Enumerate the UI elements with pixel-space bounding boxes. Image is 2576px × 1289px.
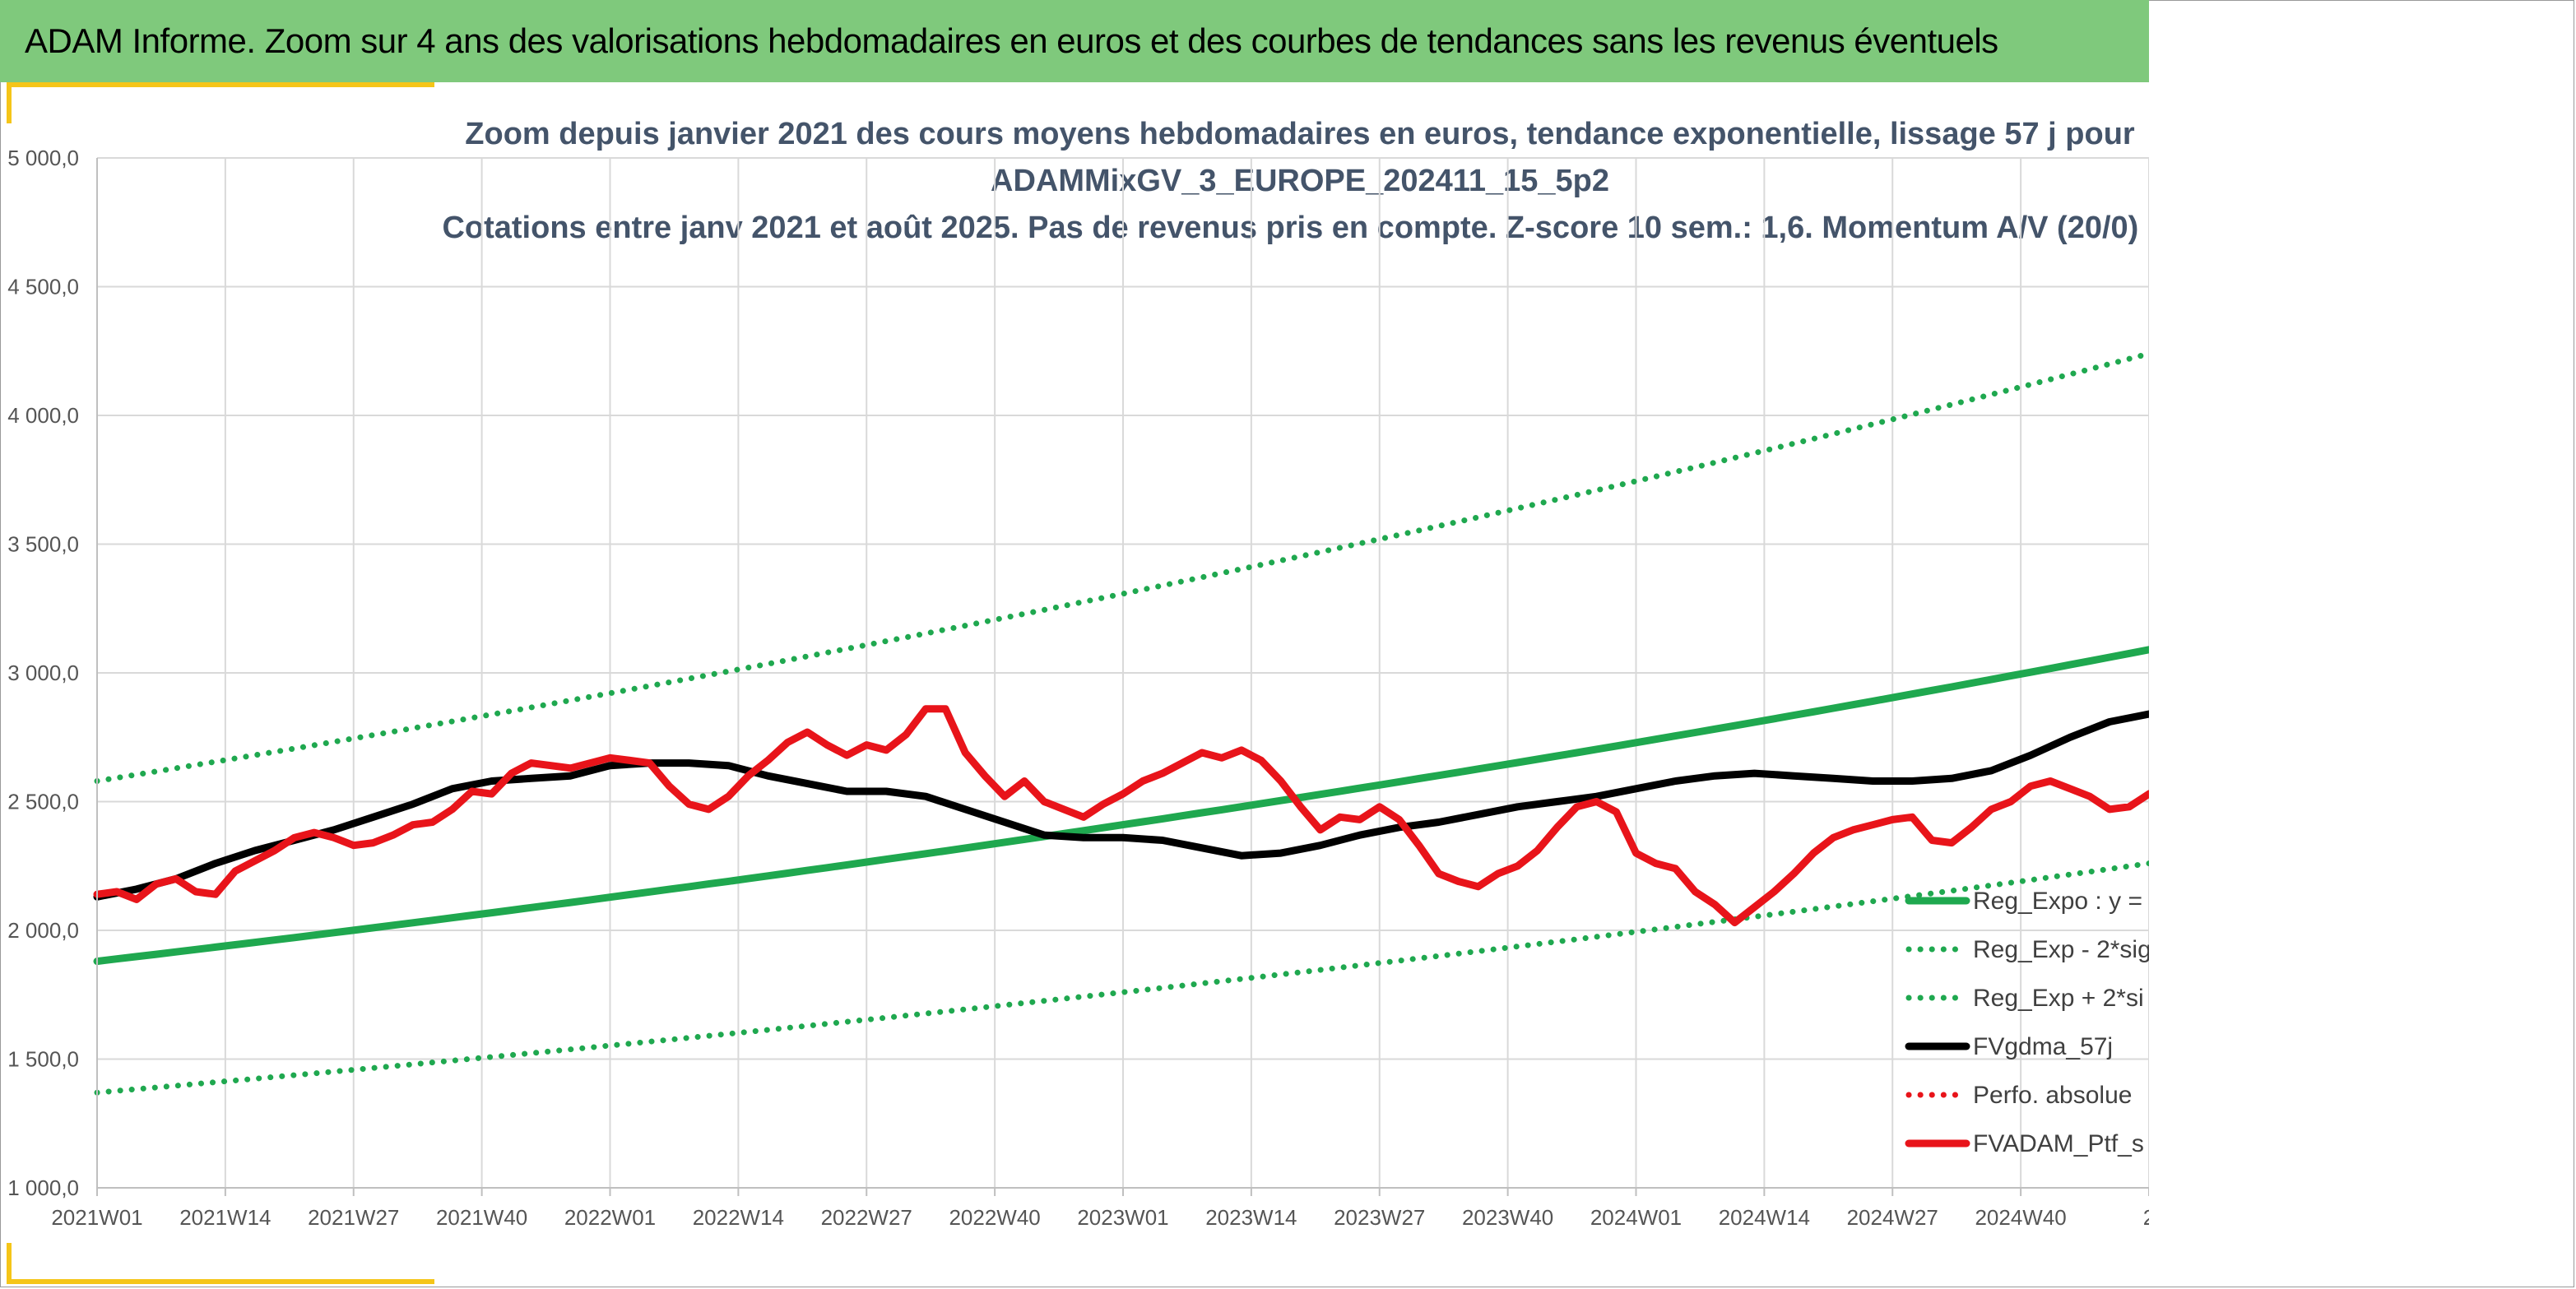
y-tick-label: 2 500,0	[7, 790, 79, 814]
y-tick-label: 1 500,0	[7, 1047, 79, 1072]
x-tick-label: 2021W27	[308, 1205, 399, 1230]
y-tick-label: 3 500,0	[7, 532, 79, 557]
x-tick-label: 2022W40	[949, 1205, 1040, 1230]
accent-bar-top	[7, 82, 434, 87]
x-tick-label: 2024W40	[1975, 1205, 2066, 1230]
banner-title: ADAM Informe. Zoom sur 4 ans des valoris…	[25, 21, 1998, 60]
x-tick-label: 2023W27	[1334, 1205, 1425, 1230]
line-chart: Zoom depuis janvier 2021 des cours moyen…	[7, 117, 2149, 1230]
x-tick-label: 2022W14	[693, 1205, 784, 1230]
legend-label: Reg_Exp - 2*sig	[1973, 936, 2149, 963]
header-banner: ADAM Informe. Zoom sur 4 ans des valoris…	[0, 0, 2149, 82]
series-line-fvgdma-57j	[93, 710, 2149, 901]
x-tick-label: 2021W01	[51, 1205, 142, 1230]
x-tick-label: 2	[2143, 1205, 2149, 1230]
chart-title-line-2: ADAMMixGV_3_EUROPE_202411_15_5p2	[991, 164, 1609, 198]
accent-bar-bottom	[7, 1279, 434, 1284]
x-tick-label: 2024W27	[1847, 1205, 1938, 1230]
x-tick-label: 2024W14	[1719, 1205, 1810, 1230]
y-tick-label: 1 000,0	[7, 1175, 79, 1200]
y-tick-label: 4 000,0	[7, 403, 79, 428]
x-tick-label: 2023W40	[1462, 1205, 1553, 1230]
legend-label: FVgdma_57j	[1973, 1033, 2113, 1060]
series-layer	[93, 350, 2149, 1096]
chart-title-line-3: Cotations entre janv 2021 et août 2025. …	[442, 211, 2149, 245]
x-tick-label: 2023W01	[1077, 1205, 1168, 1230]
x-tick-label: 2021W14	[179, 1205, 271, 1230]
x-tick-label: 2023W14	[1205, 1205, 1297, 1230]
chart-title: Zoom depuis janvier 2021 des cours moyen…	[442, 117, 2149, 245]
legend: Reg_Expo : y = Reg_Exp - 2*sig Reg_Exp + 2…	[1905, 888, 2149, 1157]
y-tick-label: 4 500,0	[7, 275, 79, 299]
series-line-fvadam-ptf-s	[93, 705, 2149, 927]
series-line-reg-exp-2-si	[94, 350, 2149, 784]
legend-label: Perfo. absolue	[1973, 1082, 2132, 1109]
accent-bar-top-left	[7, 82, 12, 123]
accent-bar-bottom-left	[7, 1243, 12, 1284]
y-tick-label: 5 000,0	[7, 146, 79, 170]
series-line-reg-exp-2-sig	[94, 860, 2149, 1096]
legend-label: FVADAM_Ptf_s	[1973, 1130, 2144, 1157]
series-line-reg-expo-y-	[93, 646, 2149, 966]
axes: 1 000,0 1 500,0 2 000,0 2 500,0 3 000,0 3 500…	[7, 146, 2149, 1230]
y-tick-label: 3 000,0	[7, 661, 79, 685]
chart-title-line-1: Zoom depuis janvier 2021 des cours moyen…	[465, 117, 2135, 151]
x-tick-label: 2022W01	[564, 1205, 656, 1230]
grid-lines	[96, 157, 2149, 1189]
x-tick-label: 2024W01	[1590, 1205, 1682, 1230]
y-tick-label: 2 000,0	[7, 918, 79, 943]
x-tick-label: 2021W40	[436, 1205, 527, 1230]
legend-label: Reg_Expo : y =	[1973, 888, 2142, 915]
x-tick-label: 2022W27	[821, 1205, 912, 1230]
legend-label: Reg_Exp + 2*si	[1973, 985, 2144, 1012]
